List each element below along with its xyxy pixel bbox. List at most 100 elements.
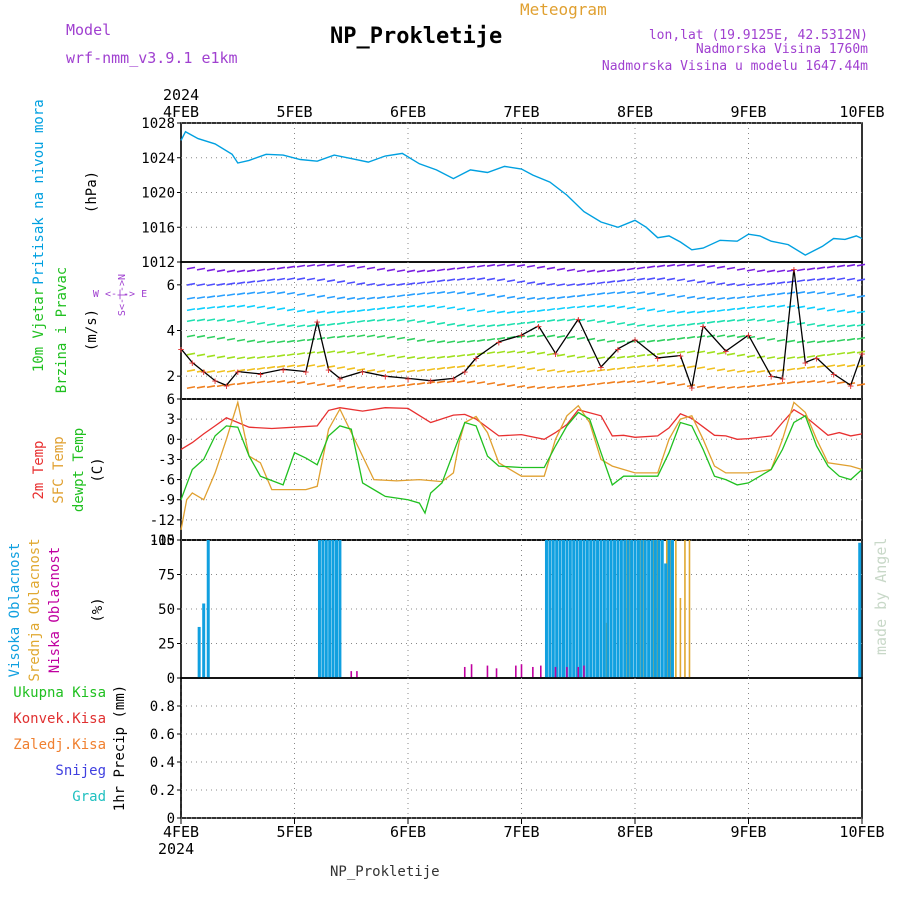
wind-vector: [816, 307, 826, 311]
panel-0: 1012 1016 1020 1024 1028 Pritisak na nivou mo…: [31, 99, 863, 285]
wind-vector: [486, 263, 496, 267]
wind-vector: [396, 305, 406, 309]
wind-vector: [746, 370, 756, 374]
wind-vector: [476, 292, 486, 296]
wind-vector: [766, 356, 776, 360]
y-tick-label: 0.6: [150, 727, 175, 743]
wind-gust-mark: +: [518, 329, 525, 342]
wind-vector: [486, 277, 496, 281]
wind-vector: [576, 369, 586, 374]
cloud-low-bar: [539, 665, 542, 678]
wind-vector: [336, 296, 346, 300]
precip-legend-2: Konvek.Kisa: [13, 711, 106, 727]
wind-vector: [416, 304, 426, 308]
wind-vector: [186, 369, 196, 373]
wind-vector: [536, 385, 546, 390]
wind-vector: [506, 279, 516, 283]
wind-vector: [236, 304, 246, 308]
wind-vector: [396, 318, 406, 322]
wind-vector: [796, 340, 806, 344]
wind-vector: [646, 308, 656, 312]
wind-vector: [196, 318, 206, 322]
wind-vector: [466, 308, 476, 312]
y-tick-label: 1016: [141, 220, 175, 236]
wind-vector: [186, 385, 196, 390]
dewpt-line: [180, 411, 863, 515]
wind-vector: [246, 291, 256, 295]
wind-vector: [406, 269, 416, 273]
cloud-high-bar: [555, 540, 559, 678]
cloud-high-bar: [640, 540, 644, 678]
wind-vector: [796, 268, 806, 272]
wind-vector: [786, 304, 796, 309]
wind-vector: [576, 305, 586, 309]
cloud-high-bar: [561, 540, 565, 678]
wind-vector: [336, 321, 346, 325]
wind-vector: [246, 320, 256, 324]
wind-vector: [286, 324, 296, 328]
wind-vector: [636, 266, 646, 270]
cloud-high-bar: [202, 603, 206, 678]
wind-vector: [836, 338, 846, 342]
wind-vector: [416, 281, 426, 285]
wind-vector: [226, 293, 236, 297]
wind-vector: [306, 381, 316, 386]
wind-vector: [376, 306, 386, 311]
cloud-ylabel-2: Srednja Oblacnost: [27, 538, 43, 681]
wind-vector: [696, 384, 706, 389]
wind-gust-mark: +: [847, 379, 854, 392]
wind-vector: [726, 318, 736, 323]
wind-vector: [446, 306, 456, 310]
wind-vector: [436, 321, 446, 325]
wind-vector: [346, 350, 356, 354]
y-tick-label: 50: [158, 602, 175, 618]
wind-vector: [436, 355, 446, 359]
wind-vector: [566, 268, 576, 272]
wind-vector: [656, 264, 666, 268]
wind-vector: [496, 336, 506, 340]
watermark: made by Angel: [872, 538, 890, 655]
wind-vector: [246, 356, 256, 360]
wind-vector: [656, 277, 666, 281]
wind-vector: [856, 350, 866, 354]
y-tick-label: 0: [167, 671, 175, 687]
wind-vector: [706, 350, 716, 354]
cloud-ylabel-1: Visoka Oblacnost: [7, 543, 23, 678]
wind-vector: [236, 338, 246, 342]
wind-vector: [686, 279, 696, 283]
wind-vector: [336, 335, 346, 339]
wind-vector: [296, 364, 306, 368]
wind-vector: [596, 338, 606, 342]
wind-gust-mark: +: [859, 347, 866, 360]
cloud-high-bar: [334, 540, 338, 678]
wind-vector: [736, 267, 746, 271]
wind-vector: [216, 269, 226, 273]
wind-vector: [776, 304, 786, 308]
wind-vector: [666, 263, 676, 267]
wind-vector: [376, 318, 386, 322]
wind-vector: [756, 294, 766, 298]
cloud-high-bar: [609, 540, 613, 678]
wind-vector: [356, 319, 366, 323]
wind-gust-mark: +: [632, 334, 639, 347]
wind-vector: [576, 282, 586, 286]
wind-ylabel-1: 10m Vjetar: [31, 288, 47, 372]
wind-vector: [666, 310, 676, 314]
cloud-low-bar: [356, 671, 358, 678]
wind-vector: [486, 351, 496, 355]
wind-vector: [236, 281, 246, 285]
cloud-low-bar: [577, 666, 580, 678]
wind-vector: [516, 350, 526, 354]
cloud-mid-bar: [684, 540, 686, 678]
wind-vector: [346, 367, 356, 371]
wind-vector: [486, 310, 496, 314]
wind-vector: [406, 319, 416, 323]
temp-ylabel-2: SFC Temp: [51, 436, 67, 503]
wind-vector: [596, 292, 606, 296]
wind-vector: [316, 294, 326, 298]
wind-vector: [336, 280, 346, 284]
cloud-high-bar: [338, 540, 342, 678]
wind-vector: [506, 384, 516, 388]
cloud-high-bar: [324, 540, 328, 678]
wind-vector: [656, 292, 666, 296]
